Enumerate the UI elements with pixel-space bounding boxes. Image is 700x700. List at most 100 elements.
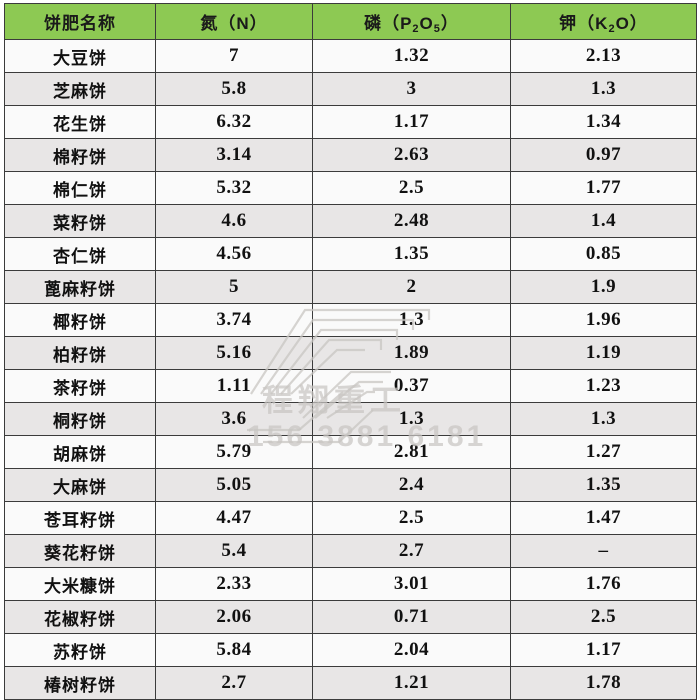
cell-potassium-value: 1.3 xyxy=(510,72,697,106)
cell-phosphorus-value: 0.71 xyxy=(312,600,511,634)
cell-fertilizer-name: 蓖麻籽饼 xyxy=(4,270,156,304)
cell-nitrogen-value: 5.84 xyxy=(155,633,313,667)
cell-phosphorus-value: 1.3 xyxy=(312,303,511,337)
table-row: 苏籽饼 5.84 2.04 1.17 xyxy=(4,633,697,667)
cell-potassium-value: 0.85 xyxy=(510,237,697,271)
cell-fertilizer-name: 胡麻饼 xyxy=(4,435,156,469)
cell-nitrogen-value: 3.74 xyxy=(155,303,313,337)
table-row: 柏籽饼 5.16 1.89 1.19 xyxy=(4,336,697,370)
table-row: 菜籽饼 4.6 2.48 1.4 xyxy=(4,204,697,238)
cell-potassium-value: 1.34 xyxy=(510,105,697,139)
cell-phosphorus-value: 1.89 xyxy=(312,336,511,370)
cell-nitrogen-value: 4.47 xyxy=(155,501,313,535)
cell-potassium-value: 1.77 xyxy=(510,171,697,205)
table-row: 茶籽饼 1.11 0.37 1.23 xyxy=(4,369,697,403)
cell-phosphorus-value: 1.35 xyxy=(312,237,511,271)
cell-phosphorus-value: 2.4 xyxy=(312,468,511,502)
table-row: 苍耳籽饼 4.47 2.5 1.47 xyxy=(4,501,697,535)
table-row: 棉籽饼 3.14 2.63 0.97 xyxy=(4,138,697,172)
cell-nitrogen-value: 5.05 xyxy=(155,468,313,502)
cell-nitrogen-value: 4.6 xyxy=(155,204,313,238)
cell-potassium-value: 1.27 xyxy=(510,435,697,469)
cell-potassium-value: 1.23 xyxy=(510,369,697,403)
cell-potassium-value: 1.35 xyxy=(510,468,697,502)
cell-fertilizer-name: 茶籽饼 xyxy=(4,369,156,403)
cell-nitrogen-value: 2.7 xyxy=(155,666,313,700)
cell-fertilizer-name: 葵花籽饼 xyxy=(4,534,156,568)
cell-phosphorus-value: 1.3 xyxy=(312,402,511,436)
cell-fertilizer-name: 苏籽饼 xyxy=(4,633,156,667)
table-row: 大豆饼 7 1.32 2.13 xyxy=(4,39,697,73)
cell-nitrogen-value: 4.56 xyxy=(155,237,313,271)
table-row: 桐籽饼 3.6 1.3 1.3 xyxy=(4,402,697,436)
cell-fertilizer-name: 桐籽饼 xyxy=(4,402,156,436)
cell-nitrogen-value: 5.16 xyxy=(155,336,313,370)
cell-phosphorus-value: 2.48 xyxy=(312,204,511,238)
cell-nitrogen-value: 5.32 xyxy=(155,171,313,205)
table-row: 棉仁饼 5.32 2.5 1.77 xyxy=(4,171,697,205)
cell-phosphorus-value: 0.37 xyxy=(312,369,511,403)
cell-potassium-value: 1.47 xyxy=(510,501,697,535)
cell-fertilizer-name: 花椒籽饼 xyxy=(4,600,156,634)
header-cake-fertilizer-name: 饼肥名称 xyxy=(4,3,156,40)
cell-fertilizer-name: 大米糠饼 xyxy=(4,567,156,601)
table-row: 芝麻饼 5.8 3 1.3 xyxy=(4,72,697,106)
cell-nitrogen-value: 1.11 xyxy=(155,369,313,403)
cell-potassium-value: 0.97 xyxy=(510,138,697,172)
table-header-row: 饼肥名称 氮（N） 磷（P2O5） 钾（K2O） xyxy=(4,3,697,40)
cell-nitrogen-value: 3.6 xyxy=(155,402,313,436)
cell-nitrogen-value: 5.4 xyxy=(155,534,313,568)
cell-fertilizer-name: 花生饼 xyxy=(4,105,156,139)
cell-phosphorus-value: 1.32 xyxy=(312,39,511,73)
table-row: 椿树籽饼 2.7 1.21 1.78 xyxy=(4,666,697,700)
cell-potassium-value: 1.4 xyxy=(510,204,697,238)
table-row: 大麻饼 5.05 2.4 1.35 xyxy=(4,468,697,502)
cell-nitrogen-value: 2.33 xyxy=(155,567,313,601)
cell-potassium-value: 2.13 xyxy=(510,39,697,73)
cell-phosphorus-value: 2.7 xyxy=(312,534,511,568)
cell-nitrogen-value: 2.06 xyxy=(155,600,313,634)
cell-fertilizer-name: 棉仁饼 xyxy=(4,171,156,205)
cell-fertilizer-name: 菜籽饼 xyxy=(4,204,156,238)
cell-nitrogen-value: 5.8 xyxy=(155,72,313,106)
cell-phosphorus-value: 2.5 xyxy=(312,501,511,535)
cell-fertilizer-name: 椰籽饼 xyxy=(4,303,156,337)
cell-fertilizer-name: 椿树籽饼 xyxy=(4,666,156,700)
cell-phosphorus-value: 2.81 xyxy=(312,435,511,469)
cell-potassium-value: 2.5 xyxy=(510,600,697,634)
cell-potassium-value: 1.19 xyxy=(510,336,697,370)
table-row: 花椒籽饼 2.06 0.71 2.5 xyxy=(4,600,697,634)
cell-phosphorus-value: 3.01 xyxy=(312,567,511,601)
cell-potassium-value: – xyxy=(510,534,697,568)
cell-potassium-value: 1.3 xyxy=(510,402,697,436)
cell-potassium-value: 1.78 xyxy=(510,666,697,700)
table-row: 花生饼 6.32 1.17 1.34 xyxy=(4,105,697,139)
table-body: 大豆饼 7 1.32 2.13 芝麻饼 5.8 3 1.3 花生饼 6.32 1.17 1.34 棉籽饼… xyxy=(4,39,697,700)
cell-phosphorus-value: 1.17 xyxy=(312,105,511,139)
cell-potassium-value: 1.17 xyxy=(510,633,697,667)
header-nitrogen: 氮（N） xyxy=(155,3,313,40)
cell-nitrogen-value: 7 xyxy=(155,39,313,73)
table-row: 蓖麻籽饼 5 2 1.9 xyxy=(4,270,697,304)
cell-nitrogen-value: 5.79 xyxy=(155,435,313,469)
cell-potassium-value: 1.96 xyxy=(510,303,697,337)
cell-phosphorus-value: 2 xyxy=(312,270,511,304)
cell-fertilizer-name: 芝麻饼 xyxy=(4,72,156,106)
cell-phosphorus-value: 1.21 xyxy=(312,666,511,700)
cell-potassium-value: 1.9 xyxy=(510,270,697,304)
cell-phosphorus-value: 2.5 xyxy=(312,171,511,205)
cell-nitrogen-value: 5 xyxy=(155,270,313,304)
table-row: 杏仁饼 4.56 1.35 0.85 xyxy=(4,237,697,271)
table-row: 大米糠饼 2.33 3.01 1.76 xyxy=(4,567,697,601)
table-header: 饼肥名称 氮（N） 磷（P2O5） 钾（K2O） xyxy=(4,3,697,40)
header-potassium: 钾（K2O） xyxy=(510,3,697,40)
cell-fertilizer-name: 大麻饼 xyxy=(4,468,156,502)
cake-fertilizer-nutrient-table: 饼肥名称 氮（N） 磷（P2O5） 钾（K2O） 大豆饼 7 1.32 2.13 芝麻饼… xyxy=(4,3,697,700)
nutrient-table-container: 程翔重工 156 3881 6181 饼肥名称 氮（N） 磷（P2O5） 钾（K… xyxy=(4,3,697,700)
cell-nitrogen-value: 6.32 xyxy=(155,105,313,139)
cell-fertilizer-name: 棉籽饼 xyxy=(4,138,156,172)
cell-nitrogen-value: 3.14 xyxy=(155,138,313,172)
cell-phosphorus-value: 2.04 xyxy=(312,633,511,667)
cell-phosphorus-value: 3 xyxy=(312,72,511,106)
table-row: 胡麻饼 5.79 2.81 1.27 xyxy=(4,435,697,469)
